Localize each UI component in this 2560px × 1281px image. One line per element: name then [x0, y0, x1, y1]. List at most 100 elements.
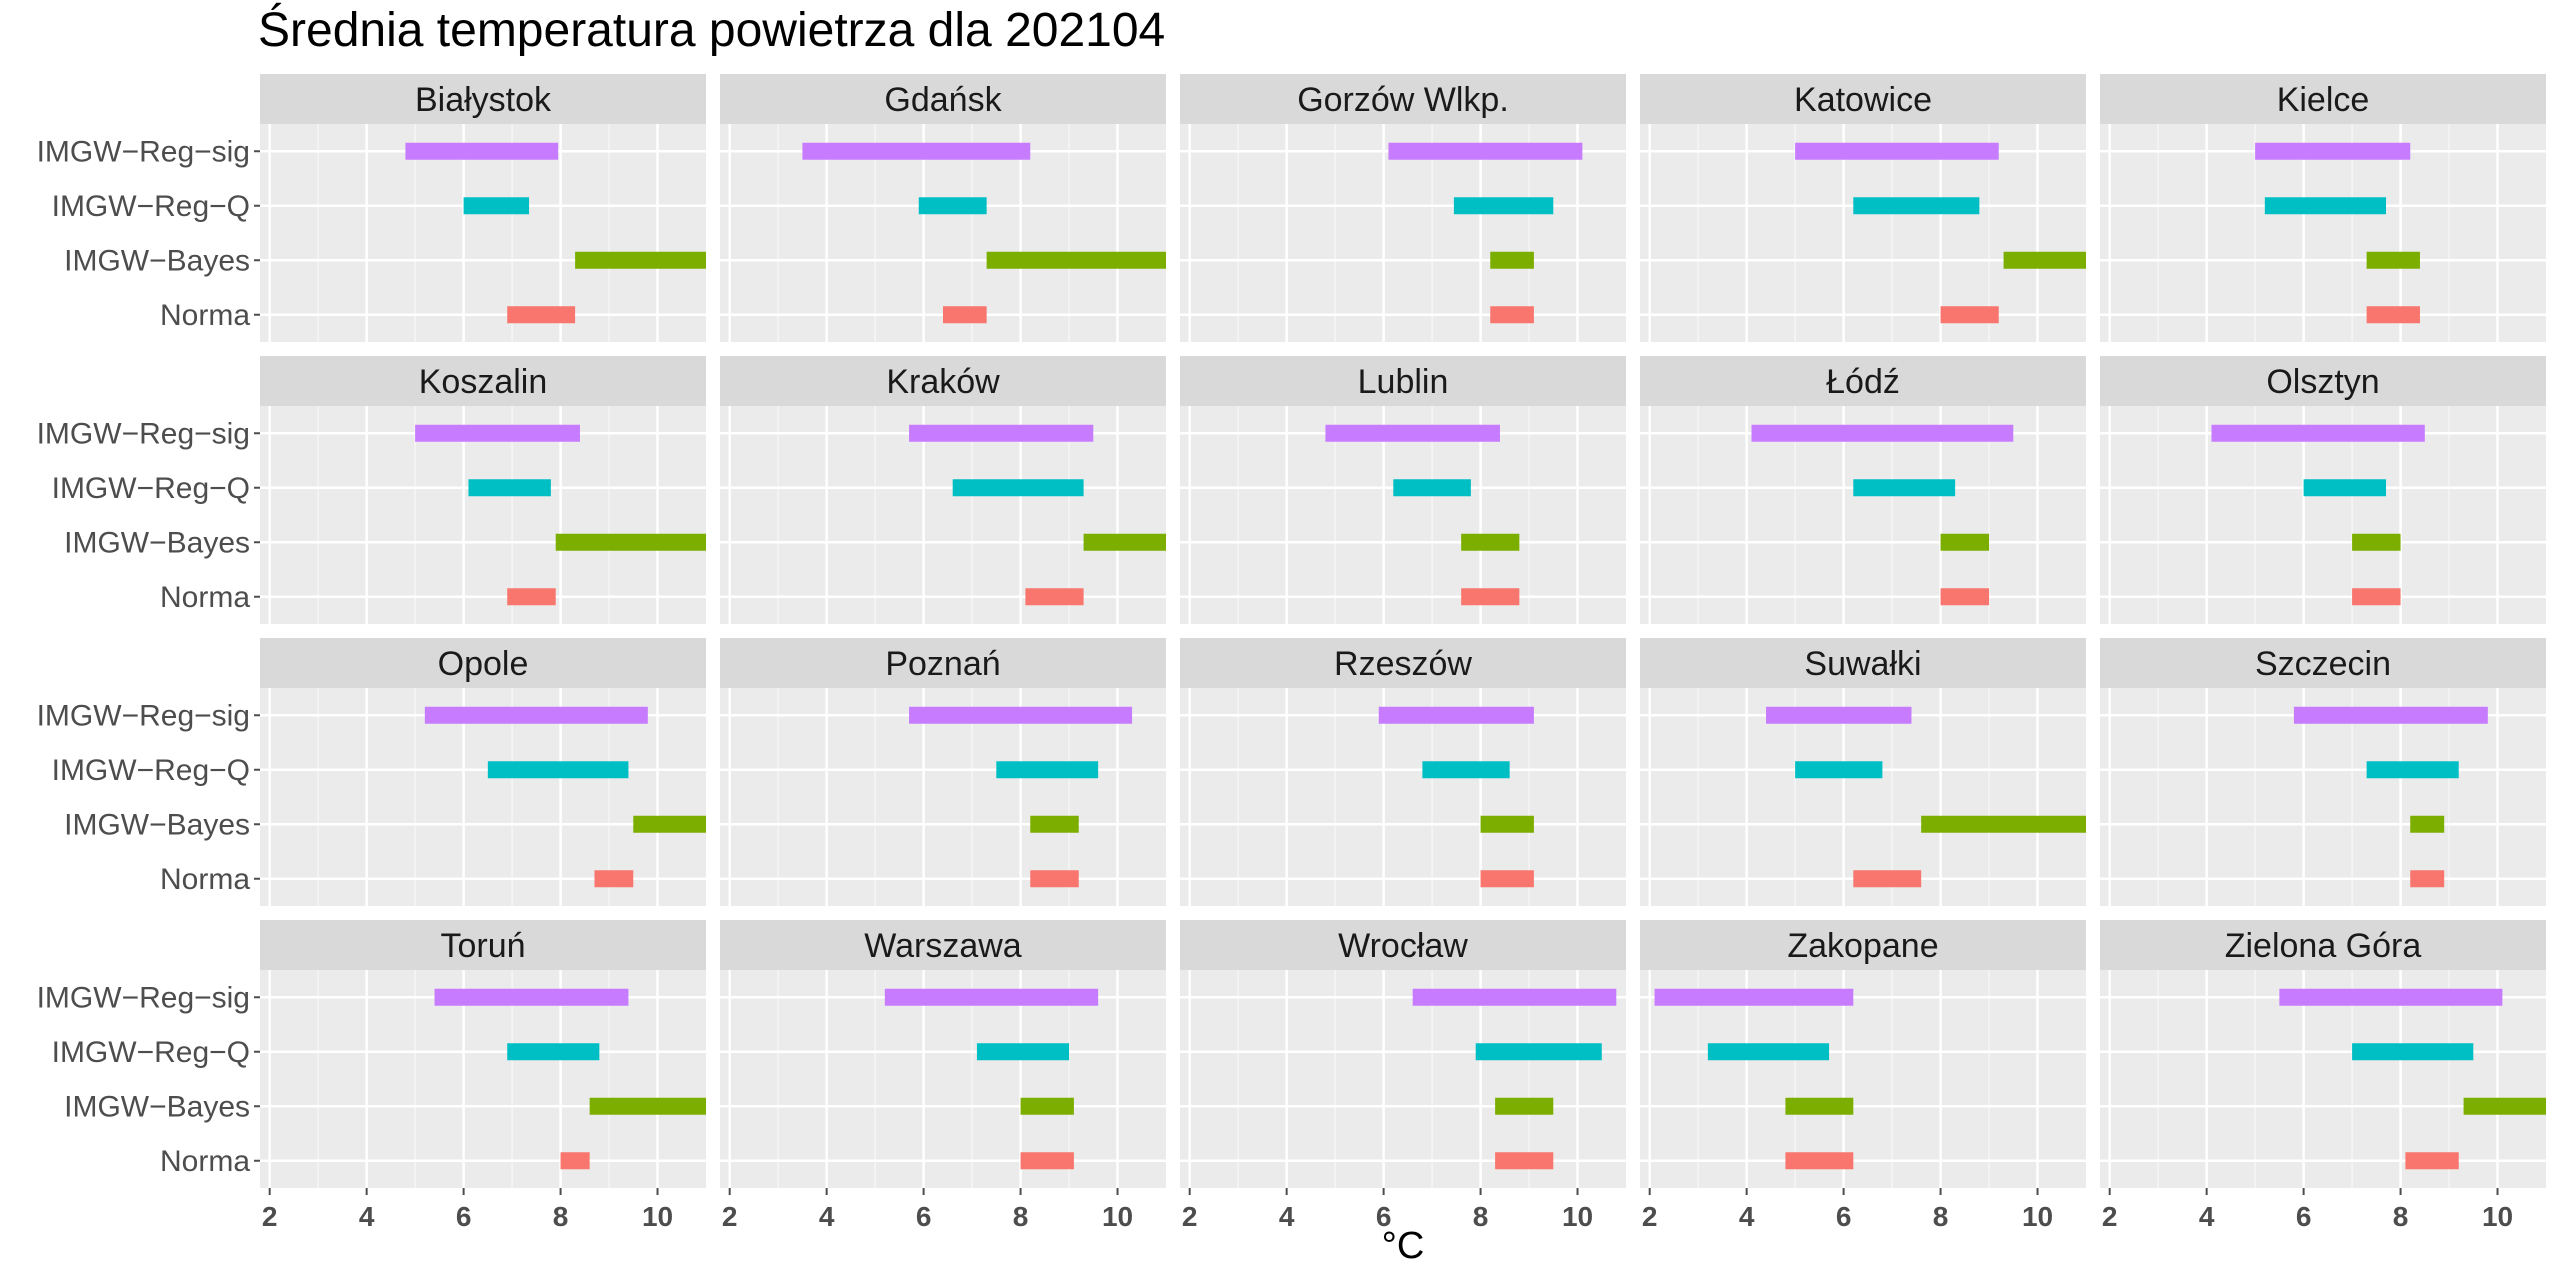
y-tick-label: Norma [160, 581, 250, 614]
range-bar-imgw-bayes [2003, 251, 2086, 269]
x-tick-label: 2 [1182, 1201, 1198, 1232]
facet-strip [2100, 638, 2546, 688]
facet-strip [1180, 74, 1626, 124]
facet-strip-label: Lublin [1358, 363, 1449, 401]
range-bar-norma [2366, 306, 2420, 324]
facet-panel-katowice: Katowice [1640, 74, 2086, 342]
range-bar-imgw-bayes [1490, 251, 1534, 269]
range-bar-norma [2405, 1152, 2459, 1170]
facet-strip [720, 74, 1166, 124]
x-tick-label: 2 [262, 1201, 278, 1232]
range-bar-imgw-reg-q [2366, 761, 2459, 779]
x-tick-label: 8 [1013, 1201, 1029, 1232]
facet-strip-label: Toruń [440, 927, 525, 965]
facet-strip [1640, 356, 2086, 406]
y-tick-label: IMGW−Reg−sig [37, 417, 250, 450]
range-bar-norma [1461, 588, 1520, 606]
facet-panel-bialystok: Białystok IMGW−Reg−sig IMGW−Reg−Q IMGW−Baye… [37, 74, 706, 342]
facet-strip-label: Wrocław [1338, 927, 1468, 965]
facet-strip [1180, 638, 1626, 688]
x-tick-label: 2 [722, 1201, 738, 1232]
range-bar-imgw-bayes [1083, 533, 1166, 551]
panel-background [1180, 406, 1626, 624]
y-tick-label: IMGW−Reg−Q [52, 190, 250, 223]
range-bar-imgw-reg-q [1422, 761, 1510, 779]
range-bar-imgw-reg-q [1707, 1043, 1830, 1061]
y-tick-label: IMGW−Bayes [64, 1090, 250, 1123]
range-bar-imgw-reg-sig [415, 424, 580, 442]
panel-background [720, 688, 1166, 906]
x-tick-label: 8 [553, 1201, 569, 1232]
facet-panel-warszawa: Warszawa 2 4 6 8 10 [720, 920, 1166, 1232]
range-bar-imgw-reg-q [468, 479, 551, 497]
x-tick-label: 8 [2393, 1201, 2409, 1232]
x-tick-label: 6 [456, 1201, 472, 1232]
range-bar-norma [2352, 588, 2401, 606]
facet-strip [1640, 638, 2086, 688]
range-bar-imgw-reg-sig [802, 142, 1031, 160]
range-bar-norma [1030, 870, 1079, 888]
range-bar-imgw-reg-sig [909, 706, 1133, 724]
facet-strip [2100, 920, 2546, 970]
x-tick-label: 10 [642, 1201, 673, 1232]
range-bar-imgw-reg-q [952, 479, 1084, 497]
facet-panel-gorzow-wlkp: Gorzów Wlkp. [1180, 74, 1626, 342]
x-tick-label: 2 [1642, 1201, 1658, 1232]
panel-background [1640, 970, 2086, 1188]
x-tick-label: 4 [1279, 1201, 1295, 1232]
range-bar-imgw-reg-sig [1766, 706, 1912, 724]
range-bar-imgw-bayes [575, 251, 706, 269]
facet-strip [720, 920, 1166, 970]
panel-background [1640, 124, 2086, 342]
range-bar-imgw-bayes [633, 815, 706, 833]
facet-strip-label: Gorzów Wlkp. [1297, 81, 1509, 119]
facet-strip-label: Kraków [886, 363, 1000, 401]
facet-strip-label: Olsztyn [2266, 363, 2379, 401]
facet-strip [2100, 356, 2546, 406]
facet-panel-wroclaw: Wrocław 2 4 6 8 10 [1180, 920, 1626, 1232]
x-tick-label: 6 [2296, 1201, 2312, 1232]
facet-strip [260, 638, 706, 688]
facet-panel-zakopane: Zakopane 2 4 6 8 10 [1640, 920, 2086, 1232]
range-bar-norma [1785, 1152, 1854, 1170]
facet-panel-lublin: Lublin [1180, 356, 1626, 624]
facet-panel-krakow: Kraków [720, 356, 1166, 624]
range-bar-imgw-reg-q [1853, 479, 1956, 497]
x-tick-label: 10 [1102, 1201, 1133, 1232]
facet-strip-label: Suwałki [1804, 645, 1921, 683]
range-bar-imgw-bayes [555, 533, 706, 551]
range-bar-imgw-reg-q [976, 1043, 1070, 1061]
range-bar-norma [1940, 306, 1999, 324]
facet-strip [260, 356, 706, 406]
facet-panel-poznan: Poznań [720, 638, 1166, 906]
range-bar-norma [943, 306, 987, 324]
range-bar-norma [1940, 588, 1990, 606]
y-tick-label: Norma [160, 299, 250, 332]
range-bar-imgw-reg-q [996, 761, 1099, 779]
y-tick-label: IMGW−Reg−Q [52, 754, 250, 787]
range-bar-imgw-bayes [589, 1097, 706, 1115]
facet-panel-opole: Opole IMGW−Reg−sig IMGW−Reg−Q IMGW−Bayes Nor… [37, 638, 706, 906]
y-tick-label: IMGW−Bayes [64, 244, 250, 277]
range-bar-norma [1480, 870, 1534, 888]
panel-background [720, 124, 1166, 342]
facet-strip [720, 356, 1166, 406]
facet-strip-label: Koszalin [419, 363, 548, 401]
panel-background [1180, 688, 1626, 906]
x-tick-label: 10 [2022, 1201, 2053, 1232]
facet-strip [720, 638, 1166, 688]
range-bar-imgw-reg-sig [1654, 988, 1854, 1006]
x-tick-label: 4 [1739, 1201, 1755, 1232]
facet-panel-torun: Toruń IMGW−Reg−sig IMGW−Reg−Q IMGW−Bayes Nor… [37, 920, 706, 1232]
panel-background [1640, 406, 2086, 624]
x-tick-label: 8 [1933, 1201, 1949, 1232]
panel-background [720, 970, 1166, 1188]
range-bar-imgw-reg-sig [434, 988, 629, 1006]
range-bar-norma [507, 588, 556, 606]
x-tick-label: 2 [2102, 1201, 2118, 1232]
panel-background [1180, 970, 1626, 1188]
range-bar-norma [1853, 870, 1922, 888]
facet-panels: Białystok IMGW−Reg−sig IMGW−Reg−Q IMGW−Baye… [37, 74, 2546, 1232]
panel-background [2100, 406, 2546, 624]
